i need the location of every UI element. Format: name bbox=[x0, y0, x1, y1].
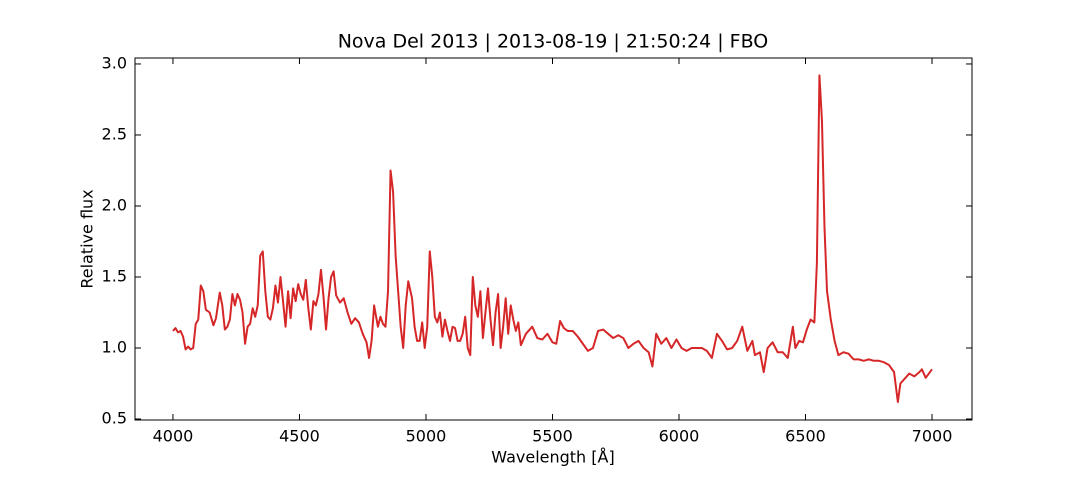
x-tick-label: 4000 bbox=[153, 427, 194, 446]
y-tick-label: 2.5 bbox=[102, 124, 127, 143]
plot-frame bbox=[134, 57, 973, 421]
y-tick-label: 1.5 bbox=[102, 266, 127, 285]
y-axis-label: Relative flux bbox=[78, 189, 97, 288]
y-tick-label: 2.0 bbox=[102, 195, 127, 214]
x-axis-label: Wavelength [Å] bbox=[491, 448, 614, 467]
x-tick-label: 7000 bbox=[912, 427, 953, 446]
y-tick-label: 1.0 bbox=[102, 337, 127, 356]
x-tick-label: 6500 bbox=[785, 427, 826, 446]
x-tick-label: 5500 bbox=[532, 427, 573, 446]
chart-title: Nova Del 2013 | 2013-08-19 | 21:50:24 | … bbox=[338, 31, 769, 53]
x-tick-label: 4500 bbox=[279, 427, 320, 446]
y-tick-label: 3.0 bbox=[102, 53, 127, 72]
spectrum-line bbox=[172, 74, 933, 403]
x-tick-label: 6000 bbox=[659, 427, 700, 446]
x-tick-label: 5000 bbox=[406, 427, 447, 446]
y-tick-label: 0.5 bbox=[102, 409, 127, 428]
